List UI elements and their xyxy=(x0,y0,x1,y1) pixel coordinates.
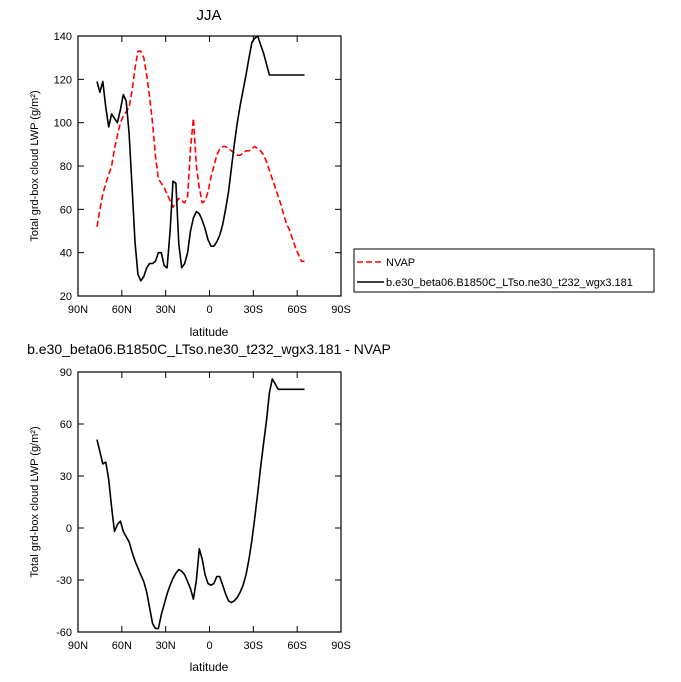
chart-panel-top: JJA Total grd-box cloud LWP (g/m²) 90N 60… xyxy=(29,7,351,339)
y-tick-label-top: 140 xyxy=(54,31,72,43)
legend-label-model: b.e30_beta06.B1850C_LTso.ne30_t232_wgx3.… xyxy=(386,277,633,289)
y-tick-label-top: 100 xyxy=(54,118,72,130)
y-tick-label-bottom: -30 xyxy=(56,575,72,587)
x-tick-label-top: 30S xyxy=(244,304,264,316)
x-tick-label-bottom: 30S xyxy=(244,640,264,652)
series-line-bottom-diff-0 xyxy=(96,378,305,630)
x-tick-label-top: 0 xyxy=(206,304,212,316)
y-tick-label-top: 40 xyxy=(60,248,72,260)
x-tick-label-bottom: 90N xyxy=(68,640,88,652)
y-tick-label-bottom: -60 xyxy=(56,627,72,639)
axes-bottom: 90N 60N 30N 0 30S 60S 90S -60 -30 0 30 60 90 xyxy=(56,367,351,652)
y-tick-label-top: 60 xyxy=(60,204,72,216)
chart-panel-bottom: b.e30_beta06.B1850C_LTso.ne30_t232_wgx3.… xyxy=(27,341,391,674)
x-tick-label-bottom: 60N xyxy=(112,640,132,652)
x-tick-label-top: 90S xyxy=(331,304,351,316)
axes-top: 90N 60N 30N 0 30S 60S 90S 20 40 60 80 100 120 140 xyxy=(54,31,351,316)
chart-title-top: JJA xyxy=(196,7,221,24)
y-axis-label-bottom: Total grd-box cloud LWP (g/m²) xyxy=(29,426,41,577)
y-tick-label-top: 120 xyxy=(54,74,72,86)
plot-series-bottom xyxy=(96,378,305,630)
chart-title-bottom: b.e30_beta06.B1850C_LTso.ne30_t232_wgx3.… xyxy=(27,341,391,357)
x-tick-label-top: 60S xyxy=(287,304,307,316)
series-line-top-b-1 xyxy=(96,35,305,282)
legend: NVAP b.e30_beta06.B1850C_LTso.ne30_t232_… xyxy=(353,248,655,293)
y-axis-label-text-bottom: Total grd-box cloud LWP (g/m²) xyxy=(29,426,41,577)
series-line-top-nvap-0 xyxy=(96,50,305,263)
y-tick-label-bottom: 90 xyxy=(60,367,72,379)
x-tick-label-bottom: 0 xyxy=(206,640,212,652)
plot-series-top xyxy=(96,35,305,282)
y-tick-label-bottom: 0 xyxy=(66,523,72,535)
x-tick-label-top: 90N xyxy=(68,304,88,316)
legend-box xyxy=(353,248,655,293)
x-tick-label-bottom: 60S xyxy=(287,640,307,652)
y-axis-label-top: Total grd-box cloud LWP (g/m²) xyxy=(29,90,41,241)
legend-label-nvap: NVAP xyxy=(386,257,415,269)
y-axis-label-text-top: Total grd-box cloud LWP (g/m²) xyxy=(29,90,41,241)
plot-frame-bottom xyxy=(77,371,342,633)
y-tick-label-top: 80 xyxy=(60,161,72,173)
x-axis-label-bottom: latitude xyxy=(190,660,229,674)
y-tick-label-bottom: 60 xyxy=(60,419,72,431)
y-tick-label-top: 20 xyxy=(60,291,72,303)
x-tick-label-bottom: 90S xyxy=(331,640,351,652)
x-tick-label-top: 60N xyxy=(112,304,132,316)
x-tick-label-top: 30N xyxy=(156,304,176,316)
x-tick-label-bottom: 30N xyxy=(156,640,176,652)
x-axis-label-top: latitude xyxy=(190,325,229,339)
y-tick-label-bottom: 30 xyxy=(60,471,72,483)
